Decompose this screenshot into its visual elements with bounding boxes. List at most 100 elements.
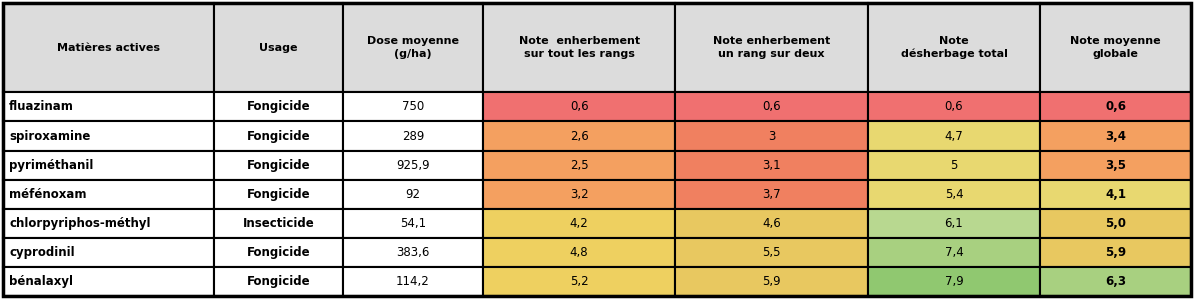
Text: 3,1: 3,1	[762, 158, 781, 172]
Text: 6,3: 6,3	[1106, 275, 1126, 288]
Text: fluazinam: fluazinam	[10, 100, 74, 113]
Text: Note
désherbage total: Note désherbage total	[900, 36, 1008, 59]
Text: Fongicide: Fongicide	[247, 100, 310, 113]
Bar	[482, 121, 676, 150]
Text: méfénoxam: méfénoxam	[10, 188, 86, 201]
Text: 92: 92	[405, 188, 420, 201]
Text: 5,9: 5,9	[762, 275, 781, 288]
Bar	[868, 3, 1040, 92]
Bar	[1040, 180, 1190, 209]
Bar	[343, 121, 482, 150]
Bar	[676, 3, 868, 92]
Bar	[343, 180, 482, 209]
Bar	[676, 150, 868, 180]
Bar	[868, 267, 1040, 296]
Text: 3,7: 3,7	[762, 188, 781, 201]
Text: Fongicide: Fongicide	[247, 158, 310, 172]
Bar	[215, 238, 343, 267]
Text: 383,6: 383,6	[396, 246, 430, 259]
Bar	[4, 121, 215, 150]
Bar	[676, 92, 868, 121]
Bar	[676, 209, 868, 238]
Bar	[482, 180, 676, 209]
Bar	[4, 3, 215, 92]
Bar	[482, 150, 676, 180]
Text: 925,9: 925,9	[396, 158, 430, 172]
Bar	[868, 209, 1040, 238]
Bar	[868, 92, 1040, 121]
Bar	[215, 267, 343, 296]
Bar	[676, 238, 868, 267]
Bar	[868, 180, 1040, 209]
Bar	[482, 238, 676, 267]
Text: 4,1: 4,1	[1106, 188, 1126, 201]
Text: Usage: Usage	[259, 43, 297, 53]
Text: spiroxamine: spiroxamine	[10, 129, 91, 143]
Bar	[482, 3, 676, 92]
Bar	[676, 180, 868, 209]
Text: Fongicide: Fongicide	[247, 275, 310, 288]
Bar	[1040, 3, 1190, 92]
Bar	[4, 92, 215, 121]
Text: 7,4: 7,4	[944, 246, 964, 259]
Text: 54,1: 54,1	[400, 217, 426, 230]
Text: Note enherbement
un rang sur deux: Note enherbement un rang sur deux	[713, 36, 830, 59]
Bar	[4, 209, 215, 238]
Text: 5,2: 5,2	[570, 275, 589, 288]
Bar	[4, 150, 215, 180]
Bar	[215, 92, 343, 121]
Bar	[4, 180, 215, 209]
Text: Note moyenne
globale: Note moyenne globale	[1070, 36, 1161, 59]
Bar	[215, 121, 343, 150]
Text: bénalaxyl: bénalaxyl	[10, 275, 73, 288]
Text: Dose moyenne
(g/ha): Dose moyenne (g/ha)	[367, 36, 458, 59]
Text: Fongicide: Fongicide	[247, 246, 310, 259]
Bar	[482, 209, 676, 238]
Text: cyprodinil: cyprodinil	[10, 246, 74, 259]
Text: 0,6: 0,6	[570, 100, 589, 113]
Text: 5,9: 5,9	[1104, 246, 1126, 259]
Bar	[4, 267, 215, 296]
Text: 3: 3	[768, 129, 775, 143]
Bar	[1040, 267, 1190, 296]
Text: 6,1: 6,1	[944, 217, 964, 230]
Text: 2,6: 2,6	[570, 129, 589, 143]
Bar	[868, 150, 1040, 180]
Bar	[343, 267, 482, 296]
Text: 0,6: 0,6	[762, 100, 781, 113]
Bar	[343, 3, 482, 92]
Text: 5,0: 5,0	[1106, 217, 1126, 230]
Text: 4,7: 4,7	[944, 129, 964, 143]
Bar	[482, 267, 676, 296]
Bar	[215, 150, 343, 180]
Bar	[676, 267, 868, 296]
Text: chlorpyriphos-méthyl: chlorpyriphos-méthyl	[10, 217, 150, 230]
Text: 3,2: 3,2	[570, 188, 589, 201]
Text: 3,4: 3,4	[1106, 129, 1126, 143]
Text: Insecticide: Insecticide	[242, 217, 314, 230]
Bar	[343, 238, 482, 267]
Text: 114,2: 114,2	[396, 275, 430, 288]
Bar	[343, 92, 482, 121]
Bar	[868, 121, 1040, 150]
Bar	[215, 209, 343, 238]
Bar	[1040, 238, 1190, 267]
Text: 4,2: 4,2	[570, 217, 589, 230]
Bar	[343, 150, 482, 180]
Text: Note  enherbement
sur tout les rangs: Note enherbement sur tout les rangs	[518, 36, 640, 59]
Text: 289: 289	[401, 129, 424, 143]
Text: 3,5: 3,5	[1106, 158, 1126, 172]
Bar	[343, 209, 482, 238]
Bar	[215, 180, 343, 209]
Text: 0,6: 0,6	[944, 100, 964, 113]
Text: 5: 5	[950, 158, 958, 172]
Bar	[1040, 92, 1190, 121]
Bar	[4, 238, 215, 267]
Text: 4,6: 4,6	[762, 217, 781, 230]
Bar	[1040, 209, 1190, 238]
Bar	[868, 238, 1040, 267]
Text: 0,6: 0,6	[1106, 100, 1126, 113]
Text: Fongicide: Fongicide	[247, 188, 310, 201]
Text: Fongicide: Fongicide	[247, 129, 310, 143]
Bar	[1040, 150, 1190, 180]
